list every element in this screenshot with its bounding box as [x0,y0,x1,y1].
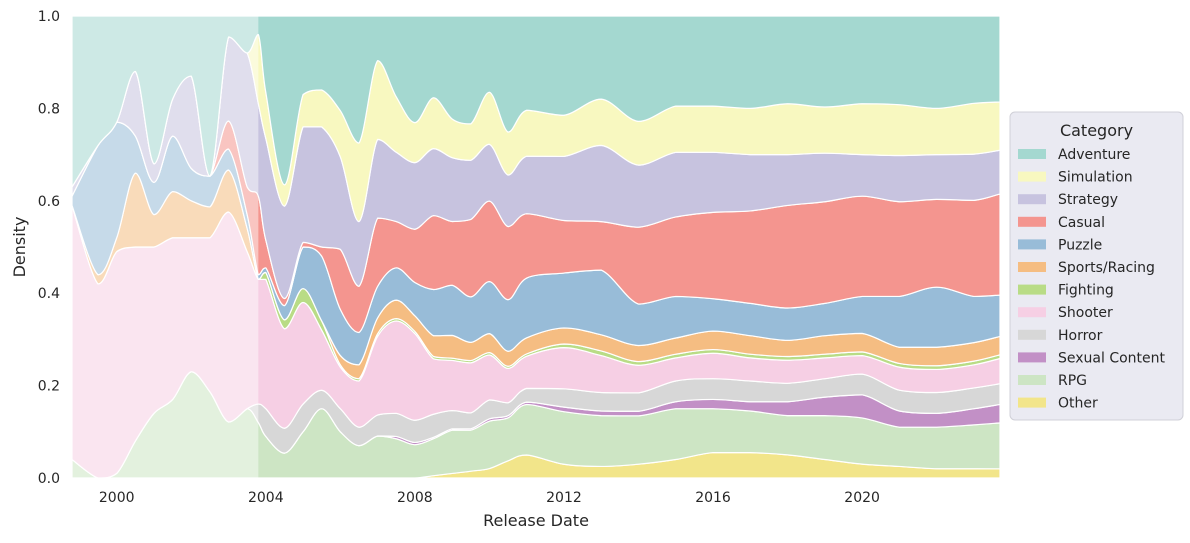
area-layer [71,15,1001,479]
x-tick-label: 2020 [844,490,880,506]
legend-swatch-shooter [1018,307,1046,318]
x-tick-label: 2008 [397,490,433,506]
y-axis-label: Density [10,217,29,278]
legend-label-sexual-content: Sexual Content [1058,350,1166,366]
legend-swatch-other [1018,397,1046,408]
legend-label-horror: Horror [1058,328,1103,344]
legend-label-puzzle: Puzzle [1058,237,1102,253]
y-tick-label: 0.8 [38,101,60,117]
legend-label-shooter: Shooter [1058,305,1113,321]
x-tick-label: 2000 [99,490,135,506]
legend-label-sports-racing: Sports/Racing [1058,260,1155,276]
legend-box [1009,111,1184,421]
legend-swatch-rpg [1018,375,1046,385]
legend-swatch-simulation [1018,171,1046,182]
area-adventure [71,15,1001,188]
y-tick-label: 0.2 [38,379,60,395]
legend-label-rpg: RPG [1058,373,1087,389]
legend-swatch-sexual-content [1018,352,1046,363]
legend-swatch-fighting [1018,284,1046,295]
legend-swatch-sports-racing [1018,262,1046,272]
legend-label-other: Other [1058,396,1098,412]
legend-label-strategy: Strategy [1058,192,1118,208]
legend-label-fighting: Fighting [1058,283,1114,299]
axis-layer: 2000 2004 2008 2012 2016 2020 0.0 0.2 0.4 0.6 0.8 1… [38,9,880,506]
y-tick-label: 0.6 [38,194,60,210]
legend-label-simulation: Simulation [1058,170,1133,186]
legend-label-adventure: Adventure [1058,147,1130,163]
faded-region-overlay [72,16,259,478]
legend-swatch-casual [1018,216,1046,227]
y-tick-label: 0.0 [38,471,60,487]
legend-swatch-puzzle [1018,239,1046,250]
legend-swatch-adventure [1018,149,1046,159]
y-tick-label: 0.4 [38,286,60,302]
x-tick-label: 2016 [695,490,731,506]
x-tick-label: 2012 [546,490,582,506]
legend-swatch-horror [1018,329,1046,340]
y-tick-label: 1.0 [38,9,60,25]
legend-swatch-strategy [1018,194,1046,205]
legend-label-casual: Casual [1058,215,1105,231]
x-axis-label: Release Date [483,511,589,530]
legend-title: Category [1060,121,1133,140]
legend-items: Adventure Simulation Strategy Casual Puzzle S… [1018,147,1166,412]
x-tick-label: 2004 [248,490,284,506]
legend: Category Adventure Simulation Strategy Casu… [1009,111,1184,421]
